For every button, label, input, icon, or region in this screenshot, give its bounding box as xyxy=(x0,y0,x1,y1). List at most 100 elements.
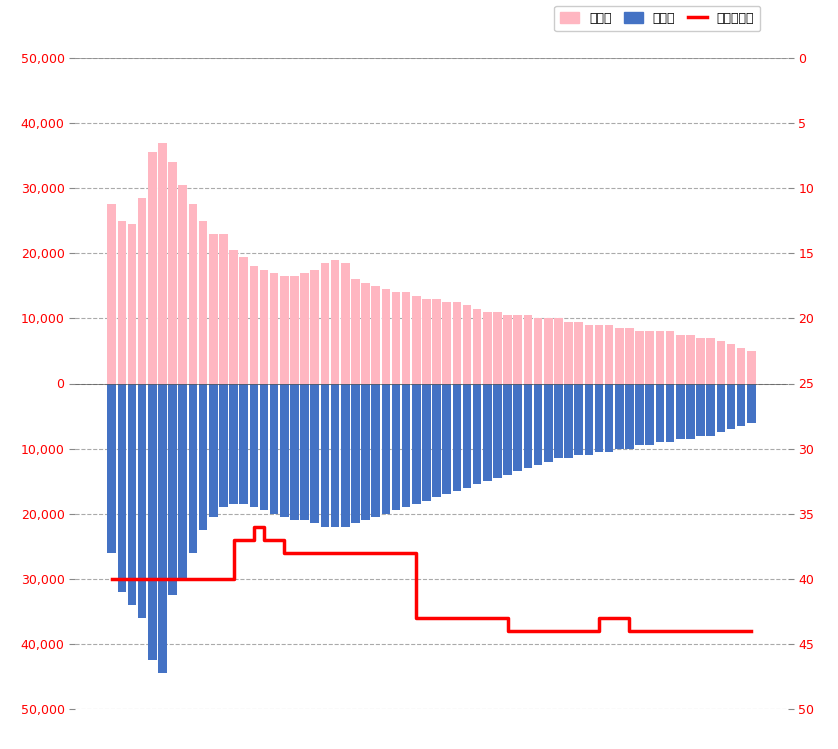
Bar xyxy=(189,204,197,383)
Bar xyxy=(655,383,665,442)
Bar xyxy=(230,383,238,504)
Bar xyxy=(574,321,583,383)
Bar xyxy=(310,270,319,383)
Bar xyxy=(706,338,715,383)
Bar xyxy=(371,286,380,383)
Bar xyxy=(351,383,360,524)
Bar xyxy=(605,383,613,452)
Bar xyxy=(148,152,157,383)
Bar xyxy=(280,276,288,383)
Bar xyxy=(371,383,380,517)
Bar xyxy=(321,263,329,383)
Bar xyxy=(514,383,522,471)
Bar xyxy=(727,383,735,429)
Bar xyxy=(260,383,268,511)
Bar xyxy=(473,309,482,383)
Bar xyxy=(260,270,268,383)
Bar xyxy=(189,383,197,553)
Bar xyxy=(381,289,391,383)
Bar xyxy=(595,325,603,383)
Bar xyxy=(504,315,512,383)
Bar xyxy=(117,383,127,592)
Bar xyxy=(361,282,370,383)
Bar xyxy=(483,383,492,481)
Bar xyxy=(585,383,593,455)
Bar xyxy=(178,383,187,579)
Bar xyxy=(401,292,411,383)
Bar xyxy=(422,383,431,500)
Bar xyxy=(331,260,339,383)
Bar xyxy=(300,273,309,383)
Bar xyxy=(665,383,675,442)
Bar xyxy=(727,345,735,383)
Bar xyxy=(432,383,441,497)
Bar xyxy=(504,383,512,475)
Bar xyxy=(321,383,329,527)
Bar xyxy=(290,383,299,521)
Bar xyxy=(361,383,370,521)
Bar xyxy=(107,383,116,553)
Bar xyxy=(605,325,613,383)
Bar xyxy=(686,383,695,439)
Bar xyxy=(300,383,309,521)
Bar xyxy=(442,383,451,494)
Legend: 女の子, 男の子, ランキング: 女の子, 男の子, ランキング xyxy=(554,6,760,31)
Bar xyxy=(625,328,634,383)
Bar xyxy=(635,331,644,383)
Bar xyxy=(127,383,137,605)
Bar xyxy=(574,383,583,455)
Bar xyxy=(117,221,127,383)
Bar xyxy=(544,383,552,461)
Bar xyxy=(168,163,177,383)
Bar xyxy=(138,383,147,618)
Bar xyxy=(635,383,644,446)
Bar xyxy=(676,335,685,383)
Bar xyxy=(341,263,349,383)
Bar xyxy=(432,299,441,383)
Bar xyxy=(747,351,756,383)
Bar xyxy=(270,383,278,514)
Bar xyxy=(706,383,715,436)
Bar xyxy=(737,348,746,383)
Bar xyxy=(696,338,705,383)
Bar xyxy=(534,318,542,383)
Bar xyxy=(716,383,725,432)
Bar xyxy=(270,273,278,383)
Bar xyxy=(250,267,258,383)
Bar xyxy=(209,383,218,517)
Bar xyxy=(199,383,207,530)
Bar xyxy=(199,221,207,383)
Bar xyxy=(483,312,492,383)
Bar xyxy=(290,276,299,383)
Bar xyxy=(716,342,725,383)
Bar xyxy=(391,292,401,383)
Bar xyxy=(127,224,137,383)
Bar xyxy=(665,331,675,383)
Bar xyxy=(595,383,603,452)
Bar xyxy=(514,315,522,383)
Bar xyxy=(453,383,461,491)
Bar xyxy=(676,383,685,439)
Bar xyxy=(615,383,623,449)
Bar xyxy=(696,383,705,436)
Bar xyxy=(240,383,248,504)
Bar xyxy=(381,383,391,514)
Bar xyxy=(747,383,756,422)
Bar xyxy=(645,331,654,383)
Bar xyxy=(645,383,654,446)
Bar xyxy=(442,302,451,383)
Bar xyxy=(615,328,623,383)
Bar xyxy=(494,312,502,383)
Bar xyxy=(250,383,258,507)
Bar xyxy=(148,383,157,660)
Bar xyxy=(310,383,319,524)
Bar xyxy=(422,299,431,383)
Bar xyxy=(625,383,634,449)
Bar xyxy=(564,321,573,383)
Bar xyxy=(534,383,542,465)
Bar xyxy=(737,383,746,426)
Bar xyxy=(219,234,228,383)
Bar xyxy=(544,318,552,383)
Bar xyxy=(463,306,471,383)
Bar xyxy=(331,383,339,527)
